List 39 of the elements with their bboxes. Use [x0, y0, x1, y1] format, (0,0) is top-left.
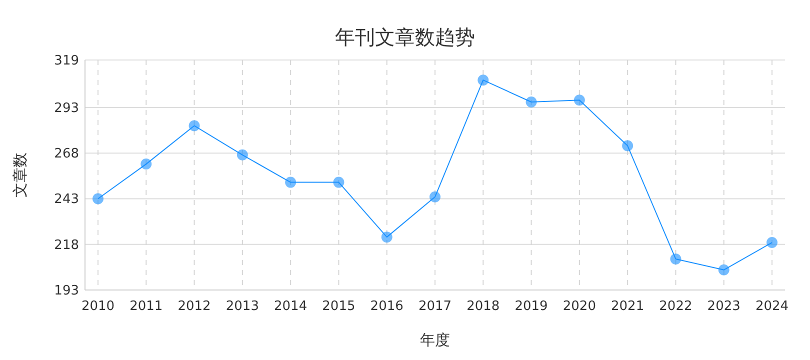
x-tick-label: 2023 [707, 299, 740, 314]
point [766, 237, 778, 248]
x-tick-label: 2018 [466, 299, 500, 314]
chart-title: 年刊文章数趋势 [335, 25, 475, 49]
y-axis-title: 文章数 [11, 152, 29, 198]
point [574, 94, 585, 106]
point [478, 74, 489, 86]
x-axis-title: 年度 [420, 331, 450, 349]
point [430, 191, 440, 202]
point [622, 140, 634, 152]
x-tick-label: 2019 [514, 299, 548, 314]
y-tick-label: 293 [54, 100, 79, 116]
y-tick-label: 319 [54, 54, 79, 68]
x-tick-label: 2014 [274, 299, 308, 314]
x-tick-label: 2024 [755, 299, 789, 314]
point [188, 120, 200, 132]
x-tick-label: 2013 [226, 299, 259, 314]
x-tick-label: 2010 [81, 299, 115, 314]
x-tick-label: 2015 [322, 299, 356, 314]
point [140, 158, 152, 170]
point [333, 176, 344, 188]
x-tick-label: 2022 [659, 299, 692, 314]
point [236, 149, 248, 160]
point [285, 176, 296, 188]
y-tick-label: 193 [54, 284, 79, 298]
y-tick-label: 268 [54, 146, 79, 162]
x-tick-label: 2016 [370, 299, 404, 314]
x-tick-label: 2021 [611, 299, 644, 314]
point [718, 264, 730, 276]
point [92, 193, 104, 204]
y-tick-label: 218 [54, 238, 79, 253]
x-tick-label: 2011 [130, 299, 163, 314]
point [670, 253, 682, 264]
x-tick-label: 2017 [418, 299, 452, 314]
point [381, 232, 392, 243]
x-tick-label: 2020 [562, 299, 596, 314]
y-tick-label: 243 [54, 192, 79, 208]
x-tick-label: 2012 [178, 299, 211, 314]
point [526, 96, 537, 108]
